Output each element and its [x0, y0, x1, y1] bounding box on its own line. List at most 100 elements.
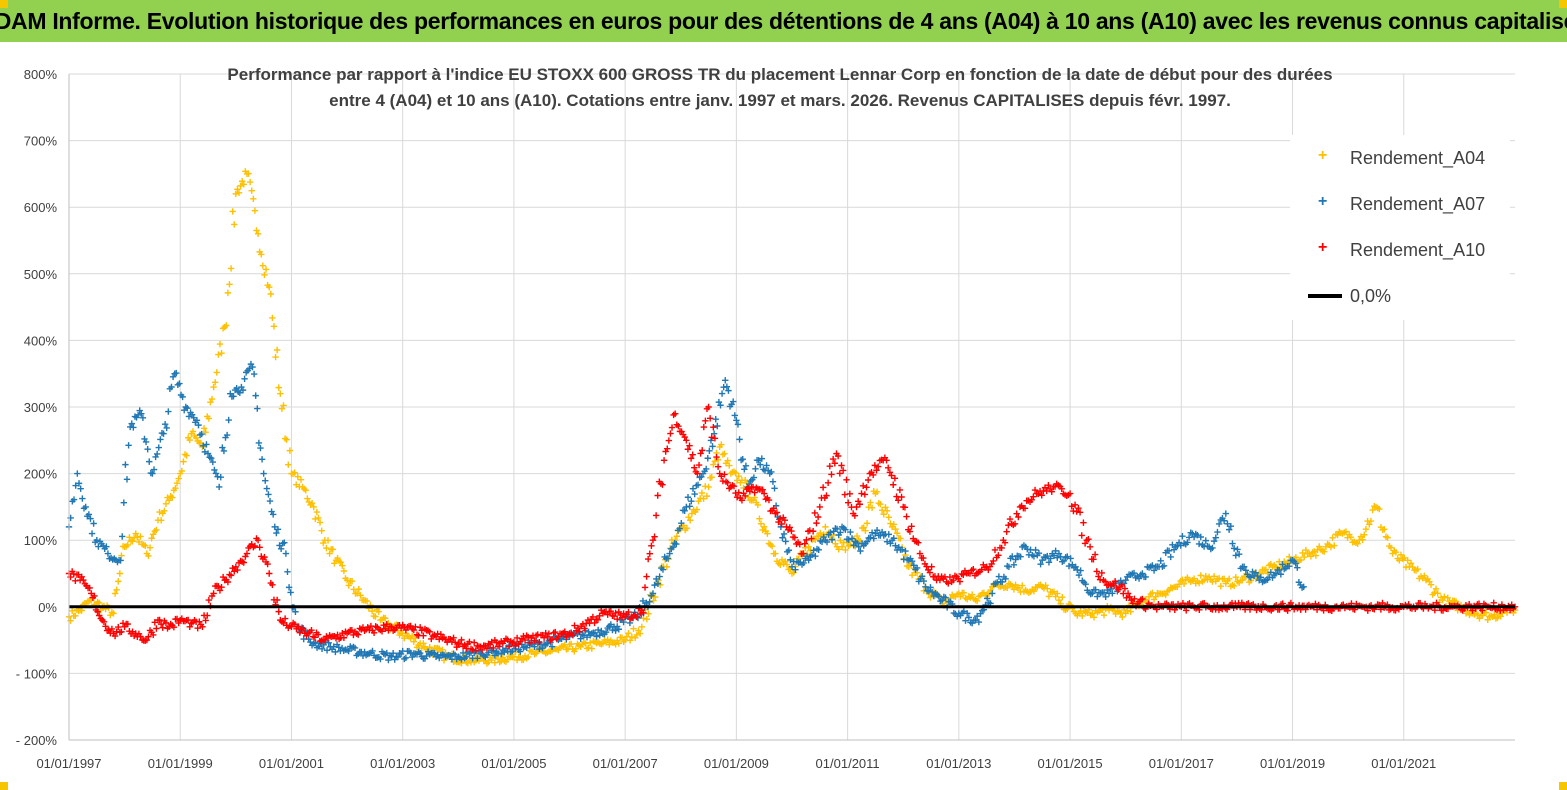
rendement-a10-point: [540, 634, 548, 641]
rendement-a07-point: [459, 649, 467, 657]
rendement-a10-point: [788, 527, 795, 535]
rendement-a04-point: [337, 559, 344, 566]
rendement-a04-point: [1397, 551, 1405, 559]
legend-label: Rendement_A07: [1350, 193, 1486, 214]
rendement-a07-point: [146, 458, 153, 465]
rendement-a04-point: [1217, 582, 1224, 590]
rendement-a10-point: [266, 570, 273, 577]
rendement-a04-point: [867, 499, 874, 506]
rendement-a04-point: [757, 520, 765, 527]
rendement-a07-point: [1169, 541, 1176, 549]
rendement-a04-point: [291, 469, 298, 476]
rendement-a07-point: [812, 552, 819, 560]
rendement-a04-point: [1210, 573, 1218, 580]
rendement-a04-point: [172, 484, 179, 492]
rendement-a07-point: [1165, 547, 1173, 555]
legend-item-rendement-a04: + Rendement_A04: [1308, 145, 1485, 171]
rendement-a07-point: [973, 612, 981, 620]
rendement-a07-point: [1139, 570, 1146, 577]
rendement-a07-point: [577, 635, 584, 642]
rendement-a10-point: [574, 624, 582, 632]
rendement-a07-point: [539, 644, 546, 652]
rendement-a07-point: [827, 529, 834, 536]
rendement-a10-point: [370, 629, 378, 637]
rendement-a07-point: [1230, 545, 1238, 552]
rendement-a10-point: [644, 555, 652, 563]
rendement-a04-point: [883, 507, 891, 515]
rendement-a07-point: [788, 563, 796, 571]
rendement-a07-point: [325, 639, 332, 647]
rendement-a07-point: [910, 562, 917, 569]
rendement-a04-point: [215, 351, 222, 358]
rendement-a04-point: [1262, 566, 1270, 573]
rendement-a10-point: [625, 608, 632, 616]
rendement-a07-point: [975, 618, 983, 626]
rendement-a07-point: [266, 497, 274, 505]
rendement-a10-point: [683, 437, 690, 444]
rendement-a04-point: [626, 637, 634, 644]
y-tick-label: 200%: [24, 467, 58, 482]
rendement-a04-point: [525, 653, 532, 661]
rendement-a10-point: [1031, 486, 1039, 494]
rendement-a04-point: [232, 190, 240, 198]
rendement-a04-point: [180, 458, 187, 465]
rendement-a10-point: [256, 544, 263, 551]
rendement-a10-point: [299, 625, 307, 632]
rendement-a04-point: [650, 597, 657, 604]
rendement-a10-point: [786, 524, 793, 531]
rendement-a07-point: [287, 589, 294, 596]
rendement-a07-point: [117, 557, 124, 564]
rendement-a04-point: [326, 550, 333, 557]
rendement-a10-point: [231, 568, 238, 575]
rendement-a07-point: [144, 445, 151, 453]
rendement-a10-point: [920, 554, 927, 562]
rendement-a04-point: [1342, 528, 1350, 535]
rendement-a10-point: [695, 461, 703, 469]
rendement-a04-point: [266, 283, 273, 291]
rendement-a07-point: [274, 526, 282, 533]
rendement-a10-point: [1071, 501, 1079, 509]
legend-item-rendement-a10: + Rendement_A10: [1308, 237, 1485, 263]
rendement-a10-point: [846, 490, 854, 498]
rendement-a07-point: [639, 597, 647, 605]
rendement-a07-point: [1065, 562, 1073, 570]
rendement-a10-point: [340, 634, 348, 641]
rendement-a04-point: [693, 506, 701, 513]
rendement-a07-point: [712, 415, 719, 423]
rendement-a10-point: [1058, 485, 1065, 492]
rendement-a10-point: [254, 537, 262, 544]
rendement-a10-point: [458, 636, 465, 644]
rendement-a10-point: [571, 622, 578, 629]
rendement-a10-point: [873, 467, 880, 474]
rendement-a04-point: [137, 533, 144, 540]
rendement-a07-point: [402, 654, 410, 662]
rendement-a04-point: [218, 349, 225, 357]
rendement-a07-point: [90, 520, 97, 527]
rendement-a04-point: [700, 495, 707, 502]
rendement-a07-point: [1224, 520, 1231, 528]
rendement-a10-point: [150, 631, 157, 639]
rendement-a04-point: [721, 450, 728, 457]
rendement-a04-point: [148, 535, 155, 542]
rendement-a07-point: [965, 614, 973, 621]
x-tick-label: 01/01/2007: [593, 756, 658, 771]
rendement-a07-point: [758, 455, 766, 462]
rendement-a10-point: [903, 513, 910, 520]
rendement-a04-point: [1301, 553, 1308, 561]
rendement-a10-point: [115, 623, 122, 631]
rendement-a04-point: [1119, 613, 1126, 621]
series-Rendement_A10: [65, 403, 1519, 654]
rendement-a04-point: [863, 520, 871, 527]
rendement-a04-point: [1401, 554, 1408, 562]
rendement-a07-point: [872, 530, 879, 537]
rendement-a07-point: [1089, 590, 1096, 597]
rendement-a04-point: [145, 552, 152, 560]
bottom-corner-left: [0, 782, 8, 790]
rendement-a10-point: [218, 583, 225, 591]
rendement-a10-point: [836, 470, 844, 477]
rendement-a07-point: [1197, 533, 1204, 541]
rendement-a07-point: [989, 590, 996, 597]
rendement-a07-point: [119, 533, 126, 540]
rendement-a04-point: [1329, 534, 1336, 541]
rendement-a04-point: [324, 537, 332, 544]
